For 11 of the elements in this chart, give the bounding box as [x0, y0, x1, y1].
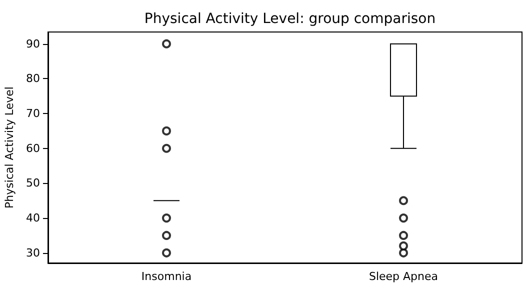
- y-tick-label: 70: [26, 107, 40, 120]
- y-tick-label: 50: [26, 176, 40, 190]
- y-tick-label: 60: [26, 142, 40, 155]
- chart-title: Physical Activity Level: group comparison: [144, 11, 436, 27]
- x-tick-label: Insomnia: [141, 270, 192, 283]
- x-tick-label: Sleep Apnea: [368, 270, 438, 283]
- y-tick-label: 80: [26, 72, 40, 86]
- y-tick-label: 90: [26, 37, 40, 50]
- y-axis-title: Physical Activity Level: [3, 86, 16, 208]
- y-tick-label: 30: [26, 246, 40, 260]
- y-tick-label: 40: [26, 212, 40, 225]
